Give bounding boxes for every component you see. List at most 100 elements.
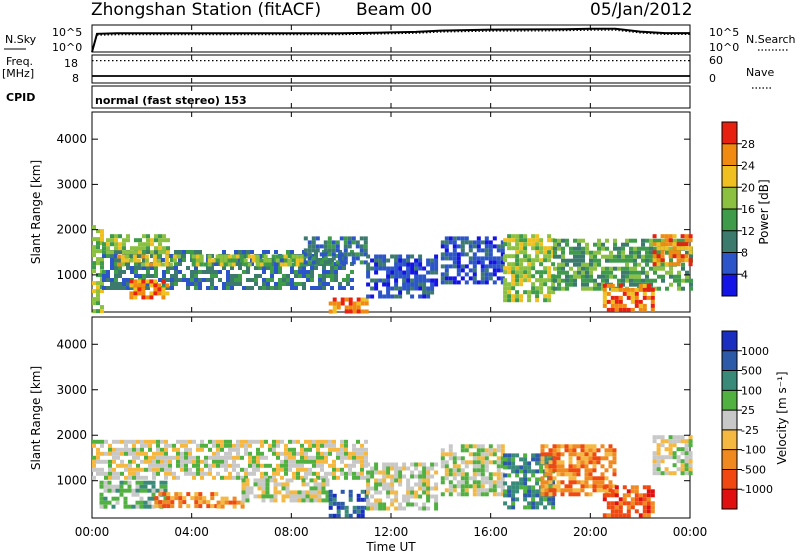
power-cell	[664, 242, 669, 247]
velocity-cell	[309, 486, 314, 491]
velocity-cell	[163, 484, 168, 489]
power-cell	[363, 248, 368, 253]
velocity-cell	[244, 467, 248, 472]
power-colorbar-label: 24	[741, 160, 755, 173]
velocity-cell	[160, 451, 164, 456]
power-cell	[156, 262, 161, 267]
velocity-cell	[184, 463, 188, 468]
power-cell	[625, 274, 629, 279]
velocity-cell	[253, 494, 258, 499]
velocity-cell	[374, 498, 379, 503]
power-cell	[503, 242, 508, 247]
velocity-colorbar-label: 500	[741, 365, 762, 378]
velocity-cell	[284, 447, 288, 452]
power-cell	[511, 282, 516, 287]
power-cell	[649, 238, 653, 243]
velocity-cell	[626, 509, 631, 514]
power-cell	[573, 270, 577, 275]
power-cell	[573, 254, 577, 259]
velocity-cell	[440, 452, 445, 457]
power-cell	[689, 282, 693, 287]
power-cell	[617, 266, 621, 271]
power-cell	[665, 270, 669, 275]
power-cell	[114, 270, 118, 274]
power-cell	[523, 258, 528, 263]
velocity-cell	[588, 468, 593, 473]
power-cell	[515, 290, 520, 295]
power-cell	[634, 291, 639, 296]
velocity-cell	[580, 444, 585, 449]
velocity-cell	[245, 482, 250, 487]
power-cell	[577, 238, 581, 243]
power-cell	[637, 254, 641, 259]
power-cell	[129, 279, 134, 284]
velocity-cell	[276, 443, 280, 448]
power-cell	[426, 258, 431, 263]
power-cell	[374, 286, 379, 291]
velocity-cell	[472, 468, 477, 473]
velocity-cell	[503, 493, 508, 498]
velocity-cell	[156, 459, 160, 464]
power-cell	[585, 246, 589, 251]
velocity-cell	[612, 448, 617, 453]
velocity-cell	[535, 453, 540, 458]
velocity-cell	[249, 490, 254, 495]
velocity-cell	[672, 451, 677, 456]
velocity-cell	[344, 439, 348, 444]
power-cell	[613, 238, 617, 243]
velocity-cell	[147, 504, 152, 509]
velocity-cell	[245, 486, 250, 491]
velocity-cell	[492, 448, 497, 453]
velocity-cell	[188, 459, 192, 464]
power-cell	[374, 278, 379, 283]
velocity-cell	[366, 486, 371, 491]
velocity-cell	[352, 509, 357, 514]
velocity-cell	[348, 463, 352, 468]
velocity-cell	[560, 488, 565, 493]
power-cell	[144, 258, 149, 263]
power-cell	[629, 278, 633, 283]
velocity-cell	[264, 463, 268, 468]
power-cell	[629, 266, 633, 271]
power-cell	[519, 294, 524, 299]
velocity-cell	[172, 455, 176, 460]
velocity-cell	[312, 443, 316, 448]
power-cell	[223, 258, 228, 263]
velocity-cell	[688, 467, 693, 472]
power-cell	[186, 278, 190, 282]
power-cell	[243, 262, 248, 267]
power-cell	[444, 272, 449, 277]
power-cell	[315, 244, 320, 249]
velocity-cell	[313, 490, 318, 495]
velocity-cell	[248, 443, 252, 448]
power-cell	[593, 262, 597, 267]
velocity-cell	[352, 459, 356, 464]
velocity-cell	[556, 460, 561, 465]
velocity-cell	[210, 492, 215, 497]
power-cell	[503, 282, 508, 287]
velocity-cell	[115, 500, 120, 505]
velocity-cell	[332, 463, 336, 468]
power-cell	[472, 276, 477, 281]
power-cell	[589, 262, 593, 267]
power-cell	[496, 260, 501, 265]
velocity-cell	[332, 467, 336, 472]
velocity-cell	[656, 451, 661, 456]
velocity-cell	[580, 464, 585, 469]
power-cell	[577, 270, 581, 275]
velocity-cell	[321, 478, 326, 483]
velocity-cell	[196, 447, 200, 452]
power-cell	[338, 266, 342, 270]
power-cell	[364, 309, 369, 314]
power-cell	[250, 262, 254, 266]
velocity-cell	[572, 452, 577, 457]
velocity-cell	[192, 471, 196, 476]
velocity-cell	[252, 463, 256, 468]
velocity-cell	[147, 480, 152, 485]
velocity-cell	[630, 501, 635, 506]
power-cell	[194, 270, 198, 274]
velocity-cell	[280, 451, 284, 456]
power-cell	[149, 283, 154, 288]
velocity-cell	[296, 459, 300, 464]
velocity-cell	[317, 490, 322, 495]
